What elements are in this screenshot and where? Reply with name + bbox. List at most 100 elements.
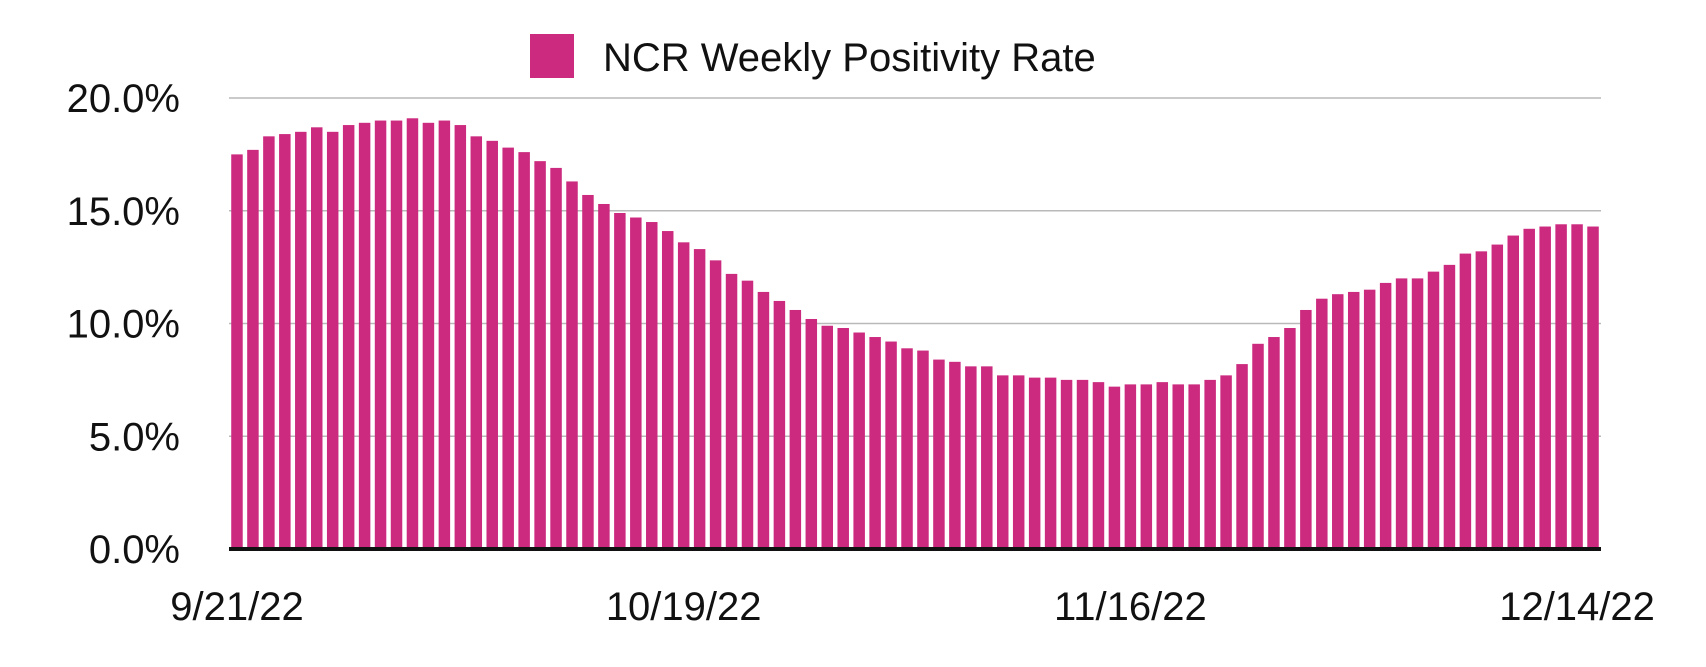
bar	[1459, 253, 1472, 549]
bar	[1571, 224, 1583, 549]
bar	[1236, 364, 1248, 549]
bar	[965, 366, 977, 549]
bar	[837, 328, 849, 549]
bar	[1475, 251, 1488, 549]
legend: NCR Weekly Positivity Rate	[530, 34, 1096, 80]
bar	[534, 161, 546, 549]
bar	[518, 152, 530, 549]
bar	[406, 118, 419, 549]
bar	[311, 127, 323, 549]
bar	[725, 273, 738, 549]
bar	[1491, 244, 1504, 549]
bar	[1268, 337, 1280, 549]
x-tick-label: 10/19/22	[606, 585, 762, 629]
bar	[1347, 291, 1360, 549]
bar	[1284, 328, 1296, 549]
bar	[1411, 278, 1424, 549]
bar	[1363, 289, 1376, 549]
bar	[789, 309, 802, 549]
bar	[997, 375, 1009, 549]
bar	[422, 122, 435, 549]
bar	[757, 291, 770, 549]
bar	[1443, 264, 1456, 549]
x-axis: 9/21/22 10/19/22 11/16/22 12/14/22	[170, 585, 1655, 629]
bar	[1555, 224, 1567, 549]
y-tick-label: 15.0%	[67, 190, 180, 234]
bar	[1379, 282, 1392, 549]
bar	[502, 147, 514, 550]
bar	[614, 213, 626, 549]
bar	[677, 242, 690, 549]
y-tick-label: 20.0%	[67, 77, 180, 121]
legend-swatch	[530, 34, 574, 78]
bar	[885, 341, 897, 549]
bar	[390, 120, 403, 550]
x-tick-label: 9/21/22	[170, 585, 303, 629]
bar	[1507, 235, 1519, 550]
bar	[869, 337, 881, 549]
bar	[821, 325, 833, 549]
bar	[1060, 379, 1073, 550]
bar	[1092, 382, 1105, 549]
bar	[1076, 379, 1089, 550]
bar	[1044, 377, 1057, 549]
bar	[693, 249, 706, 549]
bar	[486, 140, 498, 549]
bar	[1012, 375, 1025, 549]
bar	[853, 332, 865, 549]
bar	[1523, 228, 1535, 550]
y-tick-label: 0.0%	[89, 528, 180, 572]
bar	[566, 181, 578, 549]
bar	[598, 203, 610, 550]
bar	[661, 231, 674, 550]
bar	[917, 350, 929, 549]
bar	[358, 122, 371, 549]
bar	[933, 359, 945, 549]
x-tick-label: 12/14/22	[1499, 585, 1655, 629]
bar	[1140, 384, 1153, 549]
y-axis: 0.0% 5.0% 10.0% 15.0% 20.0%	[67, 77, 180, 572]
bar	[1395, 278, 1408, 549]
legend-label: NCR Weekly Positivity Rate	[603, 36, 1096, 80]
bar	[1108, 386, 1121, 549]
bar	[1172, 384, 1184, 549]
bar	[470, 136, 483, 549]
bar	[1028, 377, 1041, 549]
bar	[901, 348, 913, 549]
bar	[773, 300, 786, 549]
bar	[981, 366, 993, 549]
bar	[1587, 226, 1599, 549]
x-tick-label: 11/16/22	[1054, 585, 1207, 629]
bar	[454, 125, 467, 549]
bar	[1427, 271, 1440, 549]
bar	[582, 194, 594, 549]
bar	[1252, 343, 1264, 549]
bar	[646, 222, 658, 549]
bar	[231, 154, 243, 550]
bars	[231, 118, 1599, 550]
bar	[295, 131, 307, 549]
bar	[374, 120, 387, 550]
bar	[326, 131, 339, 549]
bar	[630, 217, 642, 549]
bar	[741, 280, 754, 549]
bar	[1204, 379, 1216, 550]
bar	[550, 167, 562, 549]
bar	[342, 125, 355, 549]
y-tick-label: 10.0%	[67, 303, 180, 347]
bar	[263, 136, 275, 549]
bar	[1188, 384, 1200, 549]
bar	[1316, 298, 1328, 549]
bar	[1124, 384, 1137, 549]
bar	[438, 120, 451, 550]
gridlines	[229, 97, 1601, 437]
bar	[1156, 382, 1169, 549]
bar	[279, 134, 291, 549]
bar	[1539, 226, 1551, 549]
bar	[1220, 375, 1232, 549]
bar	[1300, 309, 1312, 549]
bar	[1332, 294, 1344, 549]
bar	[247, 149, 259, 549]
